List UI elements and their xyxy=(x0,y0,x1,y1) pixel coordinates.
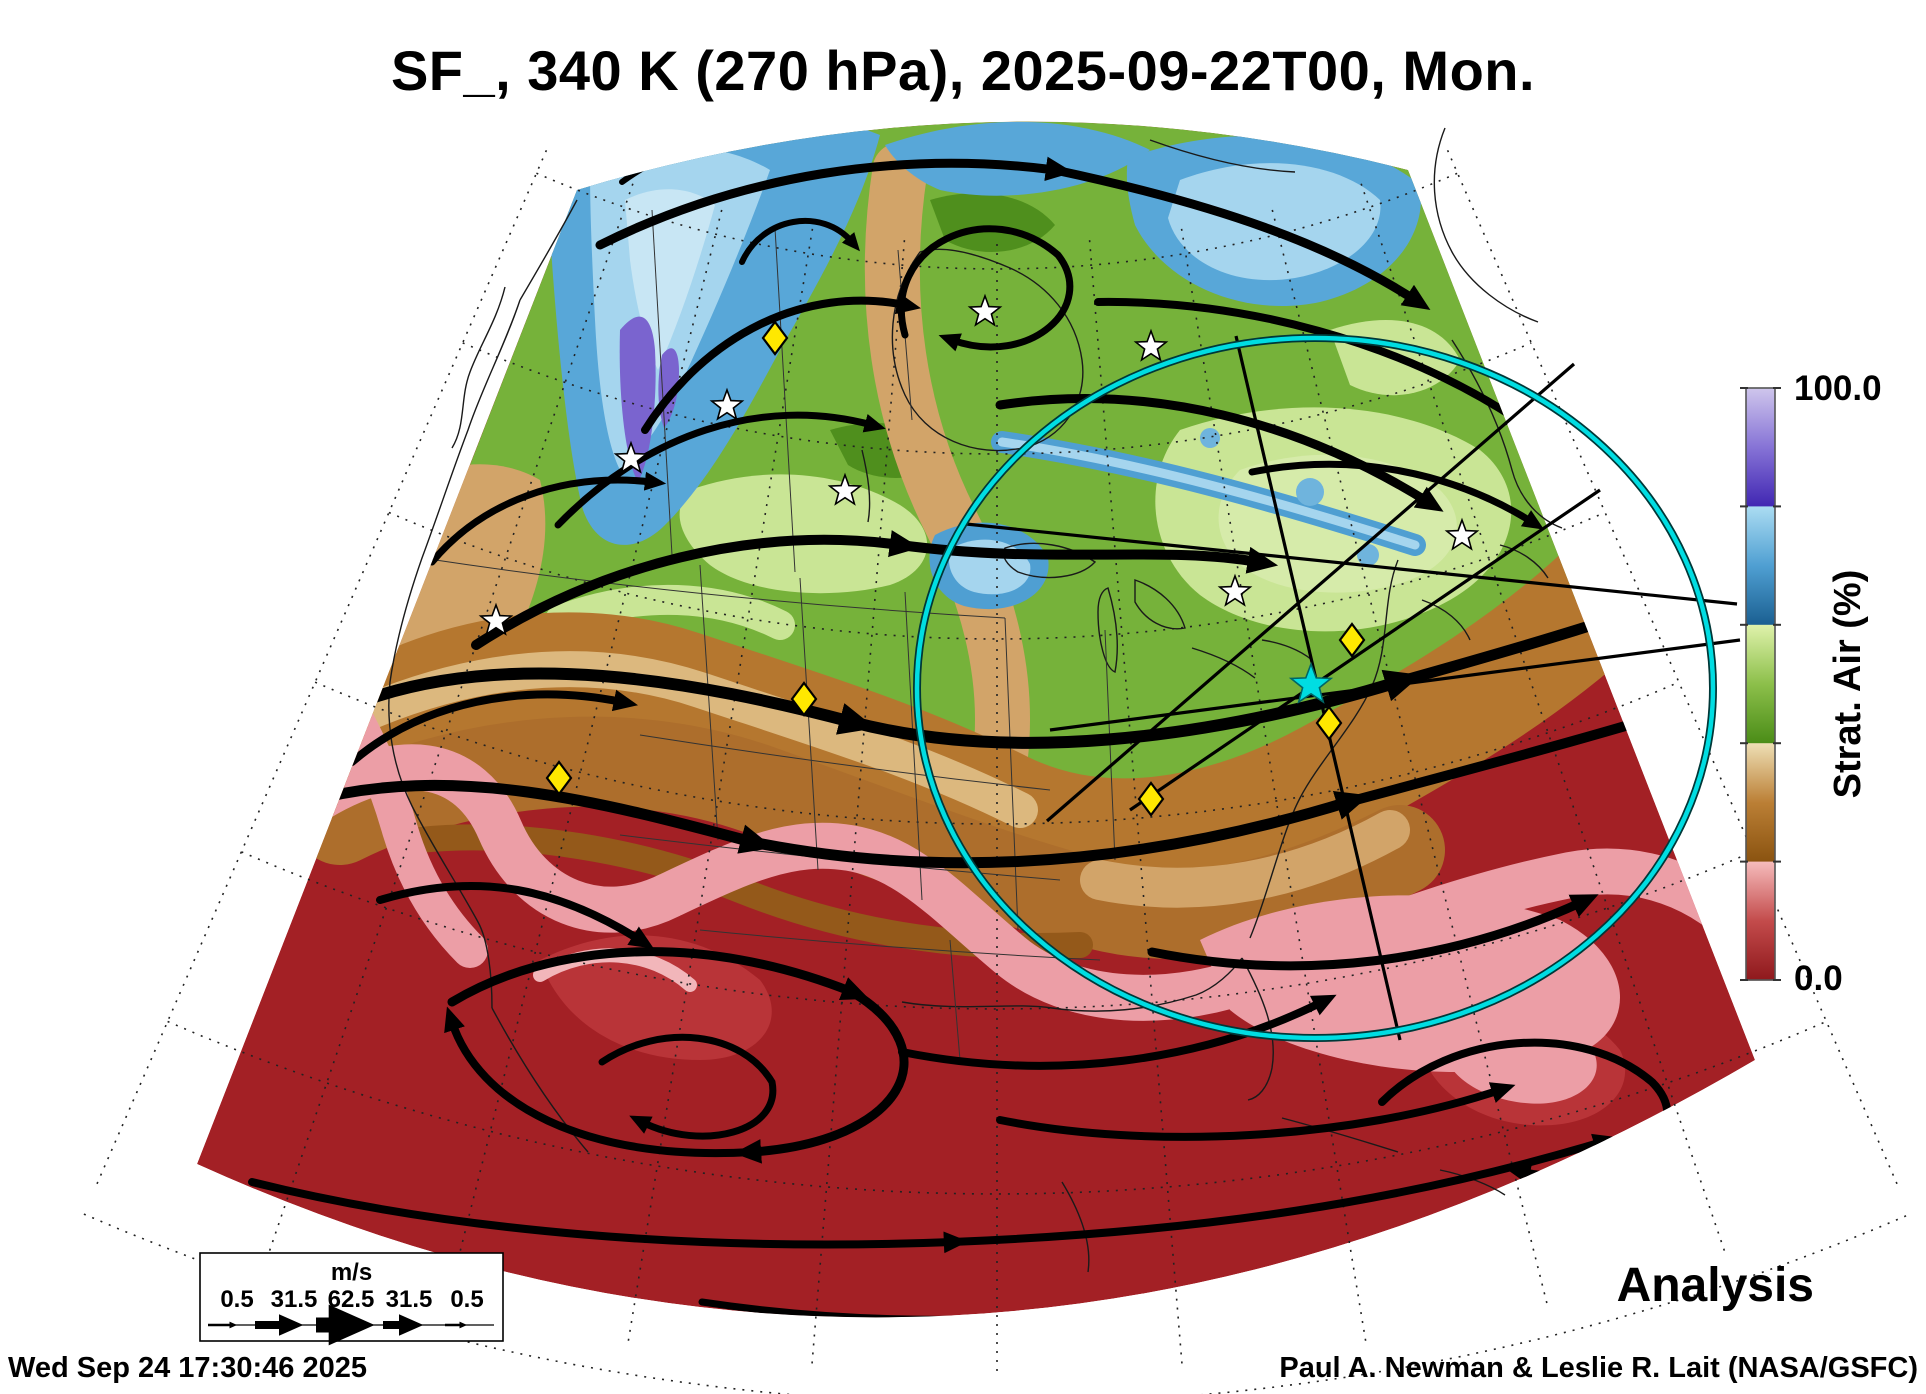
state-borders xyxy=(421,209,1116,1061)
analysis-label: Analysis xyxy=(1616,1259,1814,1312)
station-star xyxy=(478,602,514,636)
wind-legend: m/s 0.5 31.5 62.5 31.5 0.5 xyxy=(199,1252,504,1346)
wind-legend-value: 0.5 xyxy=(220,1286,253,1313)
range-circle xyxy=(913,334,1717,1042)
station-star xyxy=(967,293,1003,327)
station-diamond xyxy=(545,760,573,796)
station-diamond xyxy=(761,320,789,356)
station-star xyxy=(613,440,649,474)
station-diamond xyxy=(790,681,818,717)
plot-title: SF_, 340 K (270 hPa), 2025-09-22T00, Mon… xyxy=(390,39,1536,102)
station-star xyxy=(1444,517,1480,551)
center-star xyxy=(1288,661,1334,704)
markers xyxy=(478,293,1480,817)
colorbar-max-label: 100.0 xyxy=(1794,369,1882,408)
colorbar-axis-label: Strat. Air (%) xyxy=(1827,570,1869,799)
station-star xyxy=(1133,328,1169,362)
colorbar: 100.0 0.0 Strat. Air (%) xyxy=(1740,369,1882,998)
station-diamond xyxy=(1137,781,1165,817)
coastlines xyxy=(388,127,1563,1273)
station-diamond xyxy=(1338,622,1366,658)
timestamp-label: Wed Sep 24 17:30:46 2025 xyxy=(8,1352,367,1384)
streamlines xyxy=(248,121,1755,1318)
colorbar-min-label: 0.0 xyxy=(1794,959,1843,998)
station-diamond xyxy=(1315,705,1343,741)
station-star xyxy=(709,387,745,421)
wind-legend-units: m/s xyxy=(331,1259,372,1286)
wind-legend-value: 31.5 xyxy=(386,1286,433,1313)
cross-section-lines xyxy=(965,335,1741,1041)
wind-legend-value: 62.5 xyxy=(328,1286,375,1313)
graticule xyxy=(83,149,1911,1394)
station-star xyxy=(827,472,863,506)
wind-legend-value: 0.5 xyxy=(450,1286,483,1313)
station-star xyxy=(1217,573,1253,607)
credit-label: Paul A. Newman & Leslie R. Lait (NASA/GS… xyxy=(1279,1352,1918,1384)
wind-legend-value: 31.5 xyxy=(271,1286,318,1313)
color-field xyxy=(197,121,1755,1318)
